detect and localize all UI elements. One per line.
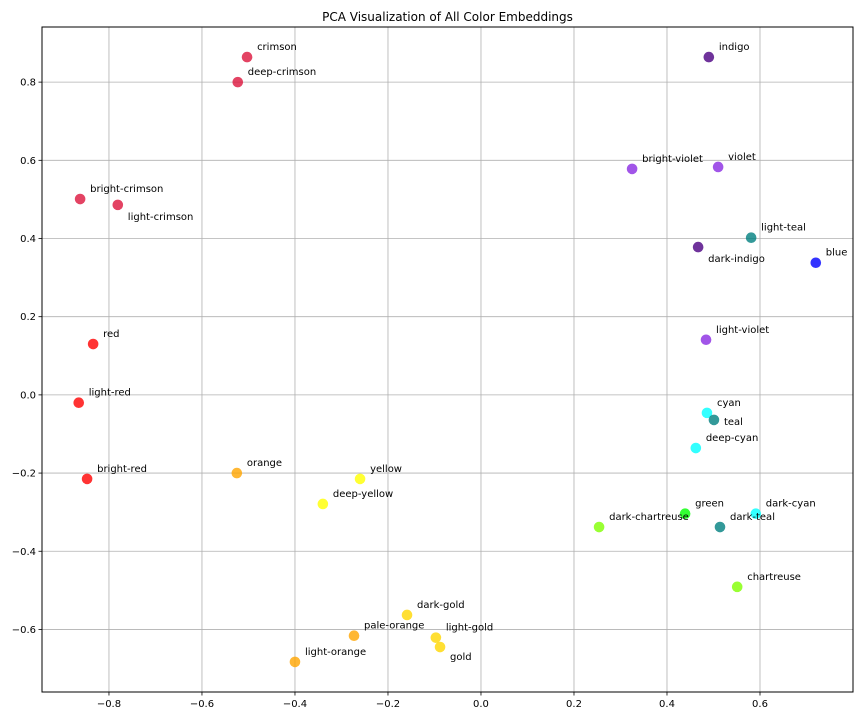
point-light-teal xyxy=(745,232,757,244)
point-label-violet: violet xyxy=(728,152,756,163)
axis-ticks: −0.8 −0.6 −0.4 −0.2 0.0 0.2 0.4 0.6 0.8 0.6 0.4 0.2… xyxy=(12,78,768,710)
x-tick-label: −0.4 xyxy=(283,699,307,710)
point-cyan xyxy=(701,407,713,419)
grid-lines xyxy=(42,27,853,692)
point-label-bright-crimson: bright-crimson xyxy=(90,184,163,195)
point-label-chartreuse: chartreuse xyxy=(747,572,801,583)
point-teal xyxy=(708,414,720,426)
point-deep-cyan xyxy=(690,442,702,454)
point-label-light-crimson: light-crimson xyxy=(128,212,194,223)
point-dark-gold xyxy=(401,609,413,621)
point-chartreuse xyxy=(731,581,743,593)
x-tick-label: −0.8 xyxy=(97,699,121,710)
point-label-teal: teal xyxy=(724,417,743,428)
x-tick-label: 0.0 xyxy=(473,699,489,710)
point-label-dark-teal: dark-teal xyxy=(730,512,775,523)
point-label-bright-red: bright-red xyxy=(97,464,147,475)
point-label-gold: gold xyxy=(450,652,472,663)
point-label-light-red: light-red xyxy=(89,388,131,399)
point-gold xyxy=(434,641,446,653)
x-tick-label: 0.6 xyxy=(752,699,768,710)
point-green xyxy=(679,508,691,520)
y-tick-label: −0.2 xyxy=(12,469,36,480)
x-tick-label: −0.2 xyxy=(376,699,400,710)
y-tick-label: 0.4 xyxy=(20,234,36,245)
point-violet xyxy=(712,161,724,173)
point-label-green: green xyxy=(695,499,724,510)
point-light-orange xyxy=(289,656,301,668)
point-label-dark-cyan: dark-cyan xyxy=(766,499,816,510)
point-red xyxy=(87,338,99,350)
point-light-violet xyxy=(700,334,712,346)
point-orange xyxy=(231,467,243,479)
y-tick-label: 0.0 xyxy=(20,390,36,401)
point-blue xyxy=(810,257,822,269)
point-dark-teal xyxy=(714,521,726,533)
y-tick-label: 0.8 xyxy=(20,78,36,89)
y-tick-label: −0.6 xyxy=(12,625,36,636)
point-label-deep-crimson: deep-crimson xyxy=(248,67,316,78)
point-label-orange: orange xyxy=(247,458,282,469)
chart-title: PCA Visualization of All Color Embedding… xyxy=(322,10,573,24)
point-label-light-gold: light-gold xyxy=(446,623,493,634)
point-label-light-teal: light-teal xyxy=(761,223,806,234)
point-label-light-violet: light-violet xyxy=(716,325,769,336)
data-points xyxy=(73,51,822,668)
point-pale-orange xyxy=(348,630,360,642)
point-crimson xyxy=(241,51,253,63)
point-dark-indigo xyxy=(692,241,704,253)
point-deep-yellow xyxy=(317,498,329,510)
y-tick-label: −0.4 xyxy=(12,547,36,558)
point-bright-crimson xyxy=(74,193,86,205)
point-bright-red xyxy=(81,473,93,485)
point-label-deep-yellow: deep-yellow xyxy=(333,489,393,500)
point-label-pale-orange: pale-orange xyxy=(364,621,424,632)
point-label-indigo: indigo xyxy=(719,42,750,53)
point-label-crimson: crimson xyxy=(257,42,297,53)
point-label-deep-cyan: deep-cyan xyxy=(706,433,759,444)
point-label-yellow: yellow xyxy=(370,464,402,475)
point-label-bright-violet: bright-violet xyxy=(642,154,703,165)
point-label-blue: blue xyxy=(826,248,848,259)
point-bright-violet xyxy=(626,163,638,175)
point-dark-chartreuse xyxy=(593,521,605,533)
y-tick-label: 0.6 xyxy=(20,156,36,167)
point-indigo xyxy=(703,51,715,63)
x-tick-label: 0.4 xyxy=(659,699,675,710)
point-label-dark-gold: dark-gold xyxy=(417,600,465,611)
y-tick-label: 0.2 xyxy=(20,312,36,323)
point-light-gold xyxy=(430,632,442,643)
point-label-dark-indigo: dark-indigo xyxy=(708,254,765,265)
x-tick-label: 0.2 xyxy=(566,699,582,710)
x-tick-label: −0.6 xyxy=(190,699,214,710)
point-light-red xyxy=(73,397,85,408)
point-label-cyan: cyan xyxy=(717,398,741,409)
plot-frame xyxy=(41,26,854,693)
point-deep-crimson xyxy=(232,76,244,88)
point-label-dark-chartreuse: dark-chartreuse xyxy=(609,512,689,523)
point-light-crimson xyxy=(112,199,124,211)
point-dark-cyan xyxy=(750,508,762,520)
point-labels: crimson deep-crimson bright-crimson light-c… xyxy=(89,42,848,663)
point-label-red: red xyxy=(103,329,119,340)
point-label-light-orange: light-orange xyxy=(305,647,366,658)
point-yellow xyxy=(354,473,366,485)
